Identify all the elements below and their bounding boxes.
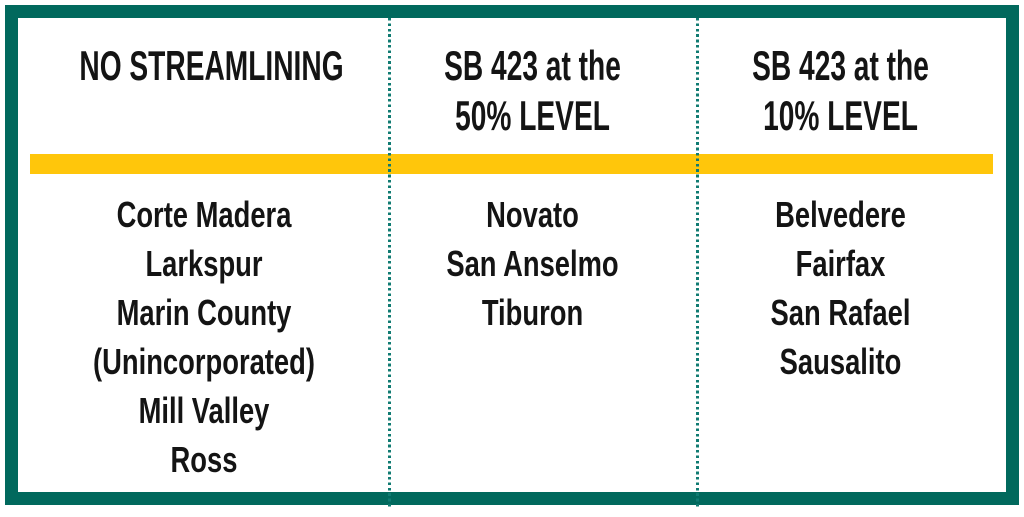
city-item: Ross — [170, 439, 238, 480]
city-item: Novato — [486, 194, 579, 235]
city-item: (Unincorporated) — [93, 341, 315, 382]
column-no-streamlining: NO STREAMLINING Corte Madera Larkspur Mari… — [18, 18, 390, 492]
column-header: SB 423 at the 10% LEVEL — [699, 18, 1004, 141]
column-sb423-50-percent: SB 423 at the 50% LEVEL Novato San Anselmo… — [391, 18, 696, 492]
city-item: Marin County — [116, 292, 292, 333]
city-item: Mill Valley — [138, 390, 270, 431]
column-header-line: NO STREAMLINING — [79, 42, 344, 89]
city-item: San Anselmo — [446, 243, 619, 284]
column-header-line: 50% LEVEL — [455, 92, 610, 139]
city-item: Tiburon — [481, 292, 584, 333]
city-list: Novato San Anselmo Tiburon — [391, 190, 674, 337]
column-header-line: 10% LEVEL — [763, 92, 918, 139]
city-item: Fairfax — [795, 243, 886, 284]
city-list: Corte Madera Larkspur Marin County (Unincor… — [18, 190, 390, 484]
city-item: Larkspur — [145, 243, 263, 284]
column-sb423-10-percent: SB 423 at the 10% LEVEL Belvedere Fairfax S… — [699, 18, 1004, 492]
column-divider-2 — [696, 18, 699, 507]
city-item: San Rafael — [770, 292, 911, 333]
city-item: Belvedere — [775, 194, 906, 235]
column-divider-1 — [388, 18, 391, 507]
city-item: Corte Madera — [116, 194, 292, 235]
column-header-line: SB 423 at the — [444, 42, 621, 89]
city-item: Sausalito — [779, 341, 902, 382]
column-header: NO STREAMLINING — [18, 18, 390, 91]
header-underline-bar — [30, 154, 993, 174]
table-frame: NO STREAMLINING Corte Madera Larkspur Mari… — [5, 5, 1019, 507]
column-header: SB 423 at the 50% LEVEL — [391, 18, 696, 141]
column-header-line: SB 423 at the — [752, 42, 929, 89]
city-list: Belvedere Fairfax San Rafael Sausalito — [699, 190, 982, 386]
